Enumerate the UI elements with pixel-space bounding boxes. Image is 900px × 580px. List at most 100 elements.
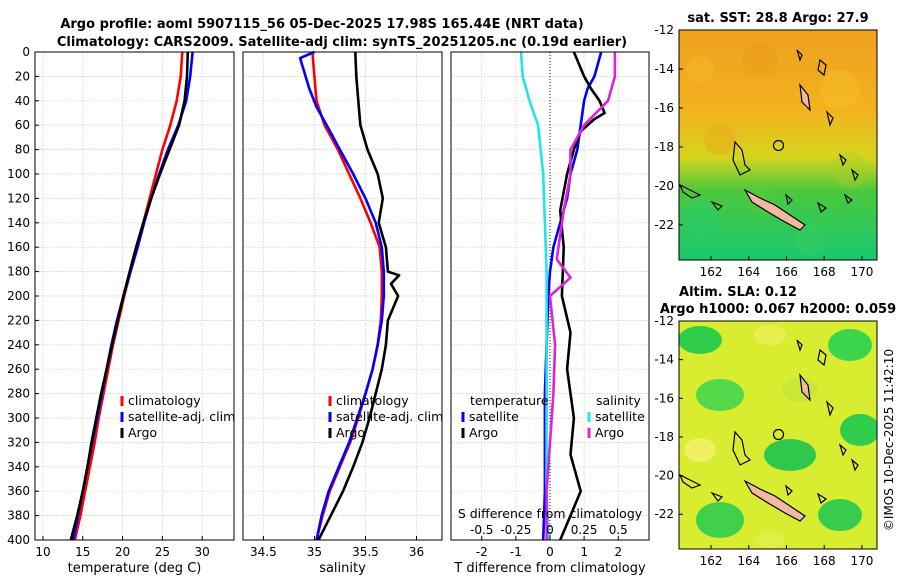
depth-tick-label: 100 xyxy=(7,167,30,181)
x-axis-label: temperature (deg C) xyxy=(68,561,202,576)
legend-label: satellite-adj. clim xyxy=(128,409,235,424)
sst-field xyxy=(679,30,877,260)
depth-tick-label: 80 xyxy=(15,143,30,157)
sst-argo-position-marker xyxy=(772,139,785,152)
map-lon-tick-label: 164 xyxy=(737,554,760,568)
figure-title-line2: Climatology: CARS2009. Satellite-adj cli… xyxy=(57,35,627,50)
secondary-tick-label: -0.25 xyxy=(500,523,531,537)
x-tick-label: 10 xyxy=(35,545,50,559)
x-tick-label: -1 xyxy=(510,545,522,559)
legend-label: Argo xyxy=(469,425,498,440)
legend-title-temperature: temperature xyxy=(470,393,549,408)
legend-label: satellite xyxy=(595,409,645,424)
depth-tick-label: 220 xyxy=(7,313,30,327)
x-tick-label: 35.5 xyxy=(352,545,379,559)
legend-label: Argo xyxy=(595,425,624,440)
map-lat-tick-label: -12 xyxy=(654,23,674,37)
sla-argo-position-marker xyxy=(772,428,785,441)
secondary-tick-label: 0.25 xyxy=(571,523,598,537)
sst-map-frame xyxy=(678,29,878,261)
map-lat-tick-label: -12 xyxy=(654,314,674,328)
x-tick-label: 0 xyxy=(546,545,554,559)
legend-label: Argo xyxy=(336,425,365,440)
panel-salinity-frame xyxy=(242,51,443,541)
sla-map-ticks: -12 -14 -16 -18 -20 -22 162 164 166 168 170 xyxy=(654,314,873,568)
depth-tick-label: 0 xyxy=(22,45,30,59)
x-tick-label: -2 xyxy=(476,545,488,559)
map-lon-tick-label: 166 xyxy=(775,554,798,568)
sla-map-title1: Altim. SLA: 0.12 xyxy=(679,285,797,300)
legend-label: satellite-adj. clim xyxy=(336,409,443,424)
map-lat-tick-label: -14 xyxy=(654,353,674,367)
sst-map-title: sat. SST: 28.8 Argo: 27.9 xyxy=(687,11,868,26)
secondary-tick-label: -0.5 xyxy=(470,523,493,537)
series-line-s-satellite xyxy=(519,51,550,541)
map-lon-tick-label: 166 xyxy=(775,265,798,279)
map-lon-tick-label: 170 xyxy=(850,265,873,279)
map-lat-tick-label: -16 xyxy=(654,101,674,115)
depth-tick-label: 160 xyxy=(7,240,30,254)
depth-tick-label: 60 xyxy=(15,118,30,132)
sst-coastlines xyxy=(679,49,859,231)
legend-label: Argo xyxy=(128,425,157,440)
depth-tick-label: 380 xyxy=(7,509,30,523)
sla-map: Altim. SLA: 0.12 Argo h1000: 0.067 h2000… xyxy=(654,285,896,568)
depth-tick-label: 260 xyxy=(7,362,30,376)
depth-tick-label: 320 xyxy=(7,435,30,449)
profile-panels: 0204060801001201401601802002202402602803… xyxy=(7,45,650,576)
secondary-tick-label: 0 xyxy=(546,523,554,537)
sla-map-frame xyxy=(678,320,878,550)
panel-temperature-grid xyxy=(35,51,234,541)
panel-salinity-grid xyxy=(243,51,442,541)
panel-difference: -2 -1 0 1 2 T difference from climatology temp… xyxy=(450,51,650,576)
depth-tick-label: 300 xyxy=(7,411,30,425)
depth-tick-label: 120 xyxy=(7,191,30,205)
depth-tick-label: 400 xyxy=(7,533,30,547)
x-axis-label: salinity xyxy=(319,561,366,576)
sst-texture xyxy=(680,42,868,256)
panel-temperature: 0 20 40 60 80 100 120 140 160 180 200 220 240 260 280 3… xyxy=(7,45,235,576)
map-lat-tick-label: -22 xyxy=(654,507,674,521)
series-line-satellite-adj-clim xyxy=(298,50,386,541)
depth-tick-label: 340 xyxy=(7,460,30,474)
x-tick-label: 2 xyxy=(614,545,622,559)
depth-tick-label: 280 xyxy=(7,387,30,401)
x-tick-label: 20 xyxy=(115,545,130,559)
x-tick-label: 34.5 xyxy=(250,545,277,559)
map-lat-tick-label: -20 xyxy=(654,469,674,483)
figure-title-line1: Argo profile: aoml 5907115_56 05-Dec-202… xyxy=(60,17,583,32)
map-lon-tick-label: 170 xyxy=(850,554,873,568)
x-tick-label: 30 xyxy=(195,545,210,559)
map-lon-tick-label: 168 xyxy=(813,265,836,279)
imos-credit: ©IMOS 10-Dec-2025 11:42:10 xyxy=(882,349,896,531)
depth-tick-label: 20 xyxy=(15,69,30,83)
sst-map: sat. SST: 28.8 Argo: 27.9 xyxy=(654,11,878,279)
depth-tick-label: 180 xyxy=(7,265,30,279)
sla-map-title2: Argo h1000: 0.067 h2000: 0.059 xyxy=(660,302,896,317)
depth-tick-label: 40 xyxy=(15,94,30,108)
map-lat-tick-label: -16 xyxy=(654,391,674,405)
series-line-climatology xyxy=(311,51,384,541)
legend-label: climatology xyxy=(128,393,201,408)
depth-tick-label: 200 xyxy=(7,289,30,303)
x-tick-label: 25 xyxy=(155,545,170,559)
map-lon-tick-label: 162 xyxy=(700,265,723,279)
map-lon-tick-label: 164 xyxy=(737,265,760,279)
depth-tick-label: 140 xyxy=(7,216,30,230)
series-line-s-argo xyxy=(545,52,617,540)
depth-tick-label: 240 xyxy=(7,338,30,352)
x-axis-label: T difference from climatology xyxy=(453,561,646,576)
sla-coastlines xyxy=(679,339,859,522)
series-line-argo xyxy=(69,51,190,541)
legend-title-salinity: salinity xyxy=(596,393,641,408)
series-line-t-argo xyxy=(558,51,606,541)
map-lat-tick-label: -20 xyxy=(654,179,674,193)
map-lat-tick-label: -18 xyxy=(654,140,674,154)
map-lon-tick-label: 168 xyxy=(813,554,836,568)
x-tick-label: 36 xyxy=(409,545,424,559)
